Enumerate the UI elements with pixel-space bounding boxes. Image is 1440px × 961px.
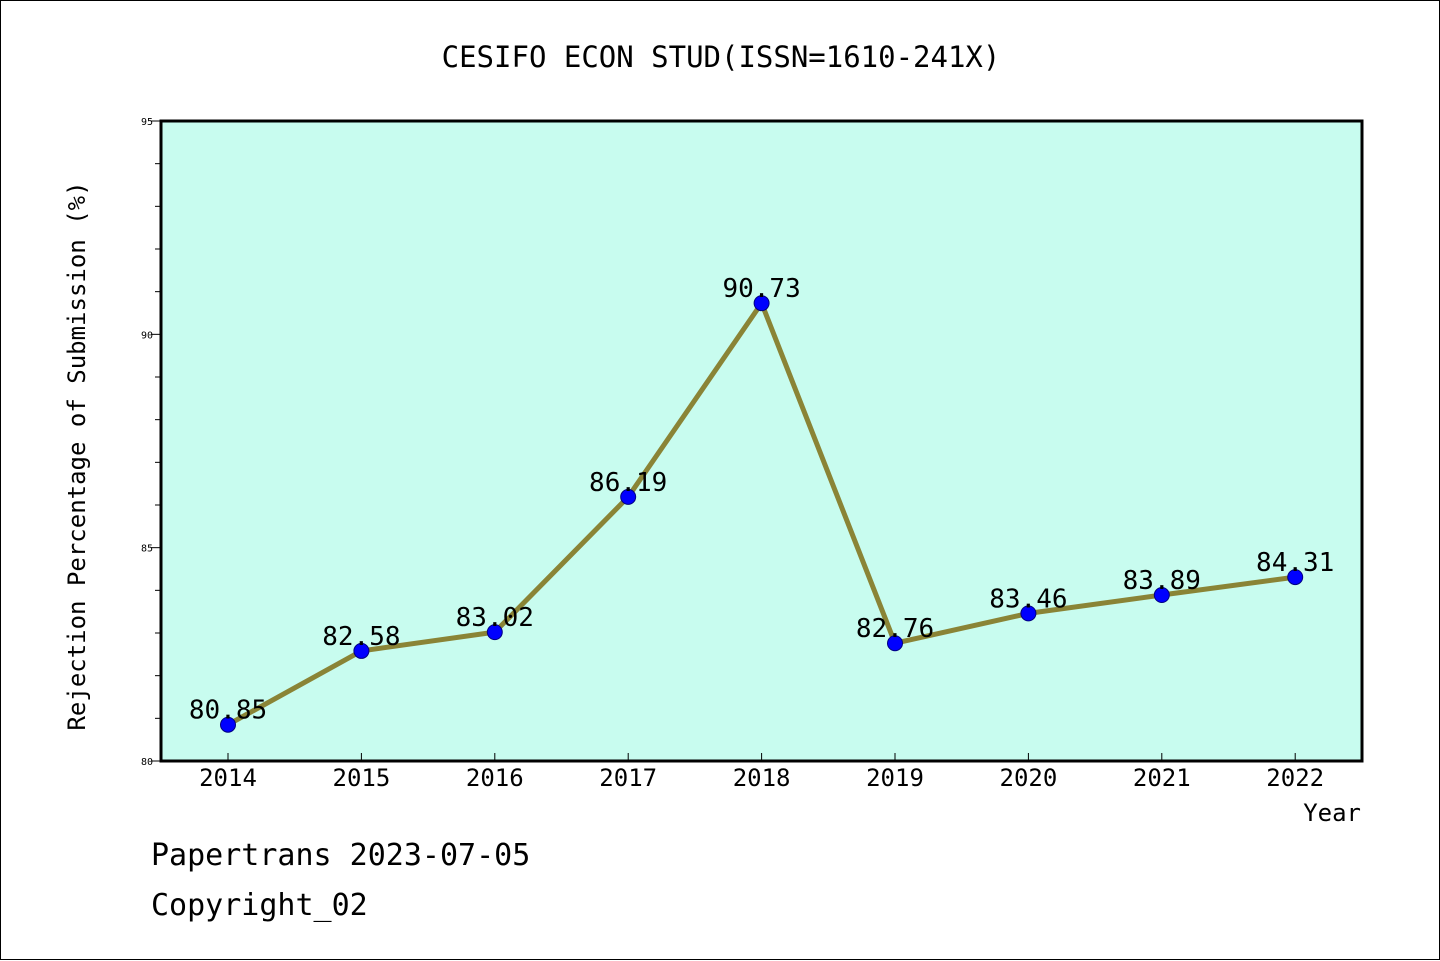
data-label: 82.76 [856, 614, 934, 644]
data-label: 83.46 [989, 584, 1067, 614]
x-axis: 2014 2015 2016 2017 2018 2019 2020 2021 2022 [199, 753, 1324, 792]
y-axis: 80 85 90 95 [141, 117, 161, 768]
data-point [1153, 587, 1170, 604]
data-label: 86.19 [589, 468, 667, 498]
data-label: 83.02 [456, 603, 534, 633]
x-tick-label: 2019 [866, 764, 924, 792]
x-tick-label: 2016 [466, 764, 524, 792]
y-tick-label: 80 [141, 757, 153, 768]
footer-date: Papertrans 2023-07-05 [151, 838, 530, 873]
y-tick-label: 85 [141, 544, 153, 555]
data-label: 83.89 [1123, 566, 1201, 596]
x-tick-label: 2022 [1266, 764, 1324, 792]
data-point [220, 716, 236, 733]
x-axis-label: Year [1303, 799, 1361, 827]
y-axis-label: Rejection Percentage of Submission (%) [63, 181, 91, 730]
x-tick-label: 2014 [199, 764, 257, 792]
data-markers [220, 295, 1304, 733]
data-point [1020, 605, 1037, 622]
data-label: 90.73 [722, 274, 800, 304]
data-point [887, 635, 903, 652]
x-tick-label: 2015 [333, 764, 391, 792]
data-point [1287, 569, 1304, 586]
y-tick-label: 95 [141, 117, 153, 128]
data-label: 84.31 [1256, 548, 1334, 578]
data-label: 82.58 [322, 622, 400, 652]
plot-area [159, 119, 1364, 763]
data-labels: 80.85 82.58 83.02 86.19 90.73 82.76 83.46 83.89… [189, 274, 1334, 726]
chart-title: CESIFO ECON STUD(ISSN=1610-241X) [442, 40, 1001, 74]
data-point [753, 295, 770, 312]
x-tick-label: 2017 [599, 764, 657, 792]
data-point [353, 642, 370, 659]
data-point [486, 624, 503, 641]
y-tick-label: 90 [141, 330, 153, 341]
footer-copyright: Copyright_02 [151, 888, 368, 923]
data-point [620, 488, 637, 505]
data-label: 80.85 [189, 696, 267, 726]
x-tick-label: 2018 [733, 764, 791, 792]
x-tick-label: 2020 [1000, 764, 1058, 792]
x-tick-label: 2021 [1133, 764, 1191, 792]
